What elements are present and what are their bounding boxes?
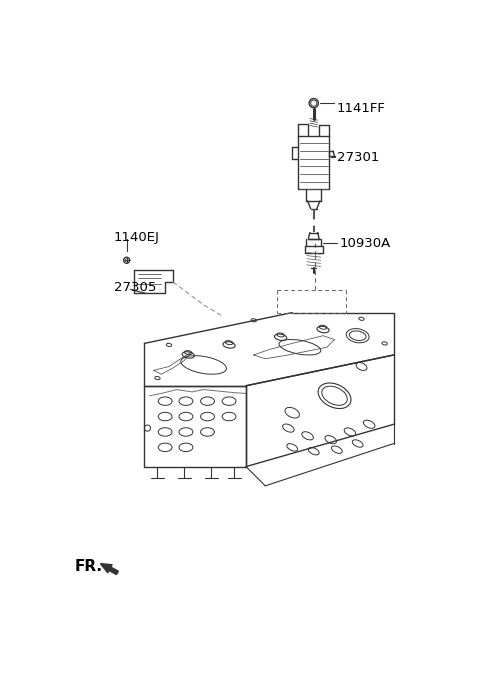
Text: 1140EJ: 1140EJ xyxy=(114,231,159,243)
Text: 1141FF: 1141FF xyxy=(337,102,386,115)
Text: FR.: FR. xyxy=(75,559,103,574)
Text: 27305: 27305 xyxy=(114,282,156,294)
Text: 10930A: 10930A xyxy=(340,237,391,250)
Text: 27301: 27301 xyxy=(337,150,379,164)
FancyArrow shape xyxy=(100,564,119,575)
